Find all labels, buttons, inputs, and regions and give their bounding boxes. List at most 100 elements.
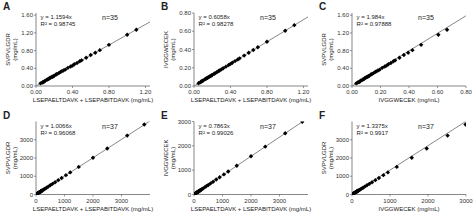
x-tick [409, 86, 410, 88]
y-tick [34, 68, 36, 69]
y-tick [34, 139, 36, 140]
annotation: y = 1.984x [357, 14, 385, 20]
y-axis-label: SVPVLGDR(mg/mL) [321, 141, 334, 174]
scatter-point [381, 173, 385, 177]
x-tick-label: 2000 [86, 198, 100, 204]
y-tick [192, 145, 194, 146]
scatter-point [265, 40, 269, 44]
annotation: R² = 0.96068 [41, 130, 77, 136]
x-tick-label: 1.20 [298, 89, 310, 95]
y-tick [192, 170, 194, 171]
annotation: y = 1.3375x [357, 123, 388, 129]
y-tick [350, 86, 352, 87]
x-tick-label: 0.80 [460, 89, 472, 95]
x-tick-label: 3000 [115, 198, 129, 204]
x-tick [380, 86, 381, 88]
scatter-point [59, 176, 63, 180]
x-axis-label: IVGGWECEK (mg/mL) [378, 206, 439, 212]
x-tick [428, 195, 429, 197]
x-tick [145, 86, 146, 88]
x-tick-label: 0.20 [375, 89, 387, 95]
y-tick [350, 139, 352, 140]
y-tick [192, 31, 194, 32]
x-axis-label: LSEPAELTDAVK + LSEPABITDAVK (mg/mL) [191, 97, 311, 103]
y-tick [34, 176, 36, 177]
regression-line [194, 17, 308, 86]
annotation: y = 1.0066x [41, 123, 72, 129]
scatter-point [226, 169, 230, 173]
y-tick-label: 0.20 [179, 65, 191, 71]
x-axis-label: LSEPAELTDAVK + LSEPABITDAVK (mg/mL) [33, 206, 153, 212]
annotation: y = 0.6058x [199, 14, 230, 20]
x-tick-label: 0.80 [103, 89, 115, 95]
x-tick-label: 1000 [58, 198, 72, 204]
y-tick [34, 86, 36, 87]
scatter-point [393, 58, 397, 62]
scatter-point [425, 146, 429, 150]
regression-line [352, 16, 466, 86]
x-axis-line [36, 86, 150, 87]
x-tick [303, 86, 304, 88]
y-tick-label: 0.60 [179, 28, 191, 34]
plot-area [352, 122, 466, 195]
x-tick [222, 195, 223, 197]
x-tick-label: 1000 [383, 198, 397, 204]
x-axis-label: LSEPAELTDAVK + LSEPABITDAVK (mg/mL) [191, 206, 311, 212]
y-tick-label: 0 [30, 192, 34, 198]
panel-label: B [161, 1, 168, 12]
scatter-point [84, 55, 88, 59]
y-tick-label: 0.00 [179, 83, 191, 89]
y-tick [192, 49, 194, 50]
x-tick-label: 0.00 [346, 89, 358, 95]
plot-area [194, 122, 308, 195]
y-tick-label: 0.80 [337, 48, 349, 54]
regression-line [36, 22, 150, 86]
scatter-point [79, 58, 83, 62]
scatter-point [125, 133, 129, 137]
y-axis-label: SVPVLGDR(mg/mL) [5, 32, 18, 65]
y-tick-label: 1.20 [337, 30, 349, 36]
x-tick [230, 86, 231, 88]
x-tick [466, 195, 467, 197]
x-tick-label: 2000 [421, 198, 435, 204]
x-tick-label: 0 [34, 198, 38, 204]
y-tick [350, 158, 352, 159]
x-tick-label: 3000 [273, 198, 287, 204]
panel-label: F [319, 110, 325, 121]
x-tick [437, 86, 438, 88]
x-tick-label: 0.00 [30, 89, 42, 95]
x-tick-label: 0.40 [225, 89, 237, 95]
scatter-point [436, 32, 440, 36]
scatter-point [410, 48, 414, 52]
scatter-point [91, 156, 95, 160]
annotation: R² = 0.98278 [199, 21, 235, 27]
y-tick [350, 194, 352, 195]
scatter-point [395, 165, 399, 169]
y-tick [192, 121, 194, 122]
y-axis-line [194, 122, 195, 195]
y-tick [34, 158, 36, 159]
x-tick [121, 195, 122, 197]
scatter-point [222, 172, 226, 176]
scatter-point [397, 55, 401, 59]
annotation: n=35 [102, 14, 118, 21]
x-axis-line [194, 86, 308, 87]
y-tick-label: 0 [346, 192, 350, 198]
x-tick [108, 86, 109, 88]
x-tick-label: 1000 [216, 198, 230, 204]
scatter-point [377, 176, 381, 180]
y-axis-label: SVPVLGDR(mg/mL) [321, 32, 334, 65]
annotation: n=37 [418, 123, 434, 130]
scatter-point [107, 43, 111, 47]
scatter-point [105, 146, 109, 150]
figure: A0.000.400.801.200.000.400.801.201.60LSE… [0, 0, 474, 217]
y-axis-label: IVGGWECEK(mg/mL) [163, 31, 176, 68]
x-tick [266, 86, 267, 88]
scatter-point [217, 175, 221, 179]
panel: A0.000.400.801.200.000.400.801.201.60LSE… [3, 1, 153, 103]
scatter-point [93, 51, 97, 55]
scatter-point [406, 51, 410, 55]
y-tick-label: 0.40 [179, 47, 191, 53]
x-tick-label: 0.00 [188, 89, 200, 95]
scatter-point [410, 156, 414, 160]
